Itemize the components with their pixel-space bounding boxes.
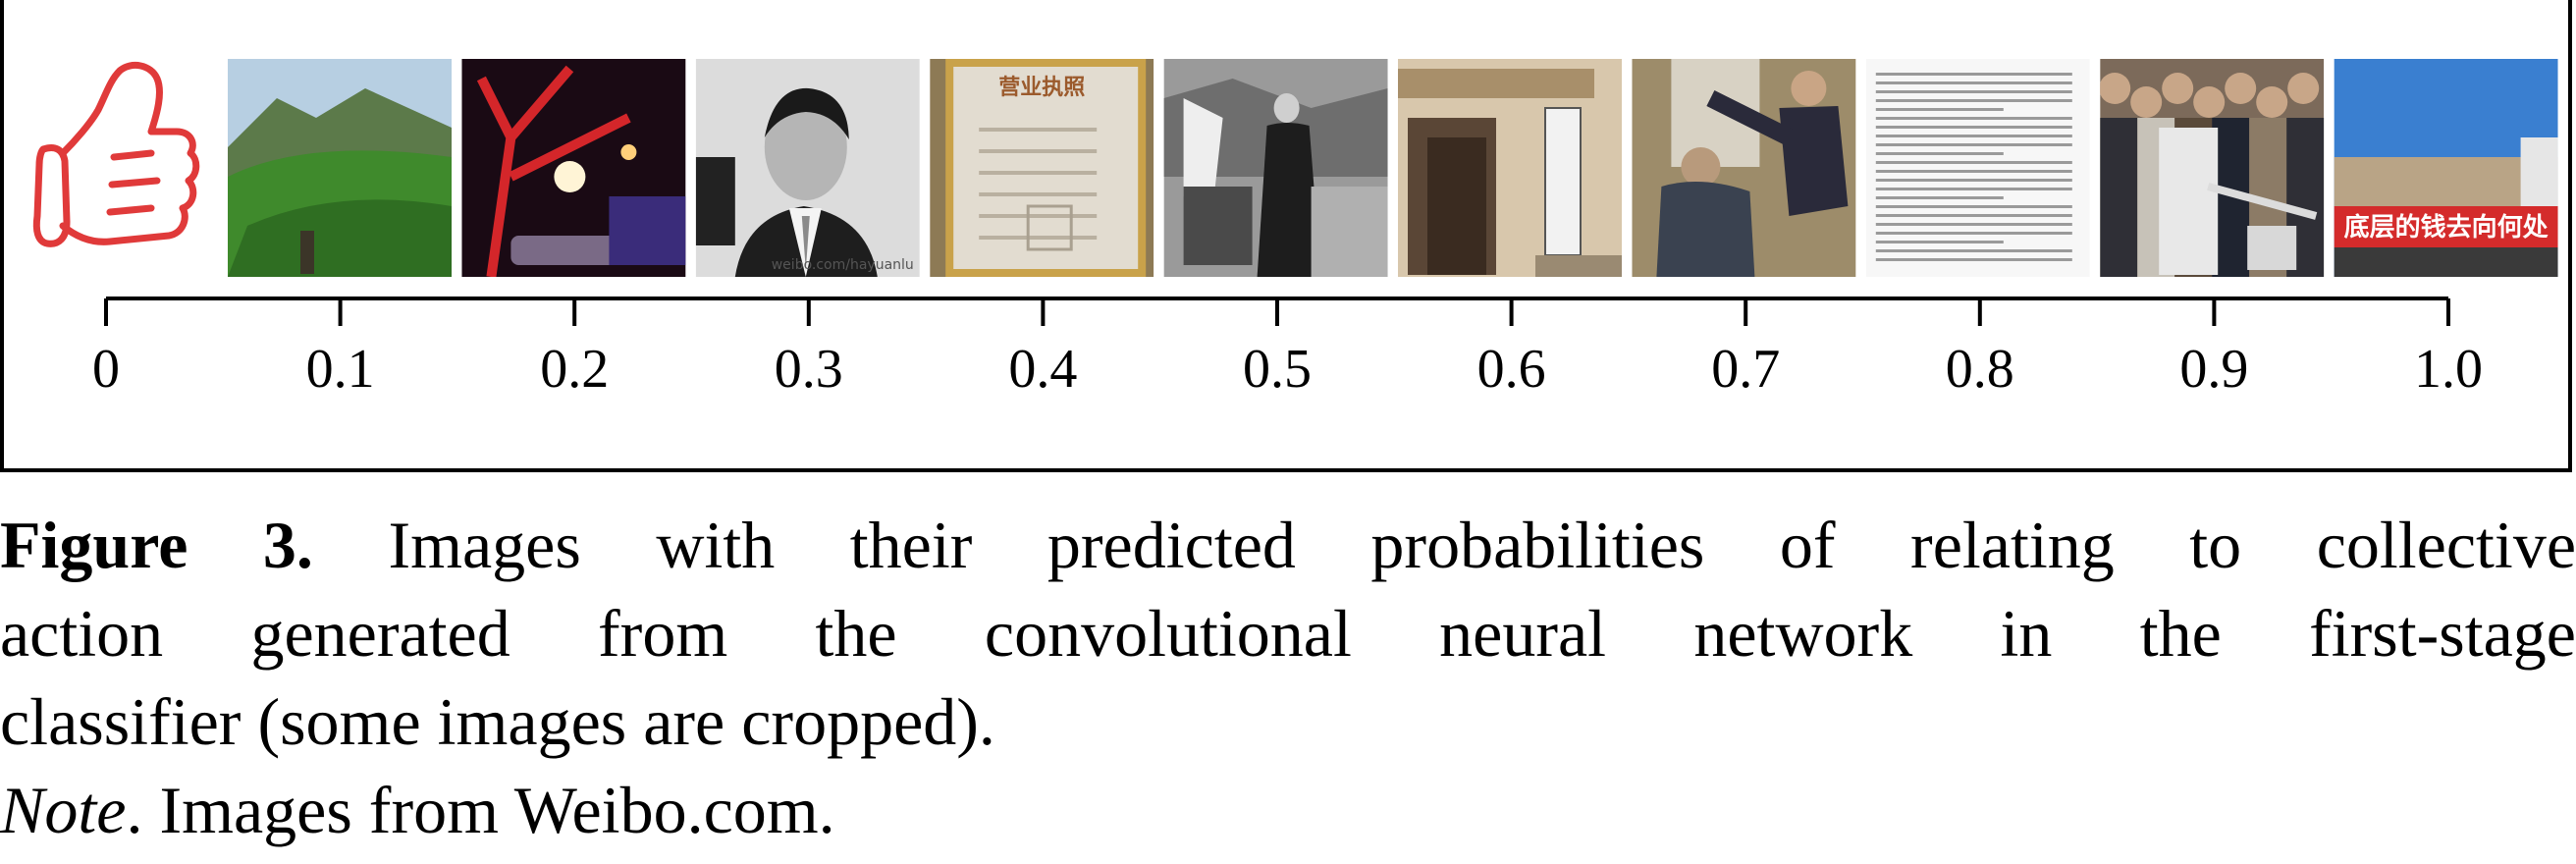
image-thumbnail-4: 营业执照: [930, 59, 1154, 277]
axis-tick-label: 0.5: [1243, 339, 1312, 400]
figure-panel: weibo.com/hayuanlu 营业执照底层的钱去向何处 0 0.1 0.2 0.…: [0, 0, 2572, 472]
axis-tick-label: 1.0: [2414, 339, 2483, 400]
axis-tick-label: 0: [92, 339, 120, 400]
image-thumbnail-1: [228, 59, 452, 277]
axis-tick-label: 0.2: [540, 339, 609, 400]
axis-tick-label: 0.8: [1946, 339, 2014, 400]
building-entrance-sign: [1398, 59, 1622, 277]
image-thumbnail-6: [1398, 59, 1622, 277]
axis-tick-label: 0.7: [1711, 339, 1780, 400]
image-banner-text: 营业执照: [998, 76, 1085, 100]
image-thumbnail-3: weibo.com/hayuanlu: [695, 59, 920, 277]
fight-scene: [1632, 59, 1856, 277]
crowd-with-cameras: [2100, 59, 2325, 277]
caption-line-1: Figure 3. Images with their predicted pr…: [0, 501, 2576, 589]
image-thumbnail-2: [461, 59, 686, 277]
caption-line-3: classifier (some images are cropped).: [0, 684, 995, 759]
image-thumbnail-8: [1865, 59, 2090, 277]
caption-note: Note. Images from Weibo.com.: [0, 766, 2576, 854]
caption-line-2: action generated from the convolutional …: [0, 596, 2576, 671]
image-thumbnail-7: [1632, 59, 1856, 277]
protest-red-banner: 底层的钱去向何处: [2334, 59, 2558, 277]
night-street-red-tree: [461, 59, 686, 277]
figure-caption: Figure 3. Images with their predicted pr…: [0, 501, 2576, 854]
image-watermark-text: weibo.com/hayuanlu: [772, 257, 914, 273]
thumbs-up-icon: [32, 61, 200, 247]
black-white-old-photo: [1163, 59, 1388, 277]
image-thumbnail-5: [1163, 59, 1388, 277]
caption-text-1: Images with their predicted probabilitie…: [388, 508, 2576, 582]
caption-figure-label: Figure 3.: [0, 508, 313, 582]
axis-tick-label: 0.6: [1477, 339, 1546, 400]
axis-tick-label: 0.4: [1008, 339, 1077, 400]
note-label: Note: [0, 773, 127, 847]
green-mountain-landscape: [228, 59, 452, 277]
axis-tick-label: 0.9: [2179, 339, 2248, 400]
portrait-man-suit: weibo.com/hayuanlu: [695, 59, 920, 277]
text-document-screenshot: [1865, 59, 2090, 277]
image-thumbnail-9: [2100, 59, 2325, 277]
business-license-document: 营业执照: [930, 59, 1154, 277]
axis-tick-label: 0.1: [306, 339, 375, 400]
image-banner-text: 底层的钱去向何处: [2344, 212, 2549, 243]
note-text: . Images from Weibo.com.: [126, 773, 835, 847]
axis-tick-label: 0.3: [775, 339, 843, 400]
image-thumbnail-10: 底层的钱去向何处: [2334, 59, 2558, 277]
